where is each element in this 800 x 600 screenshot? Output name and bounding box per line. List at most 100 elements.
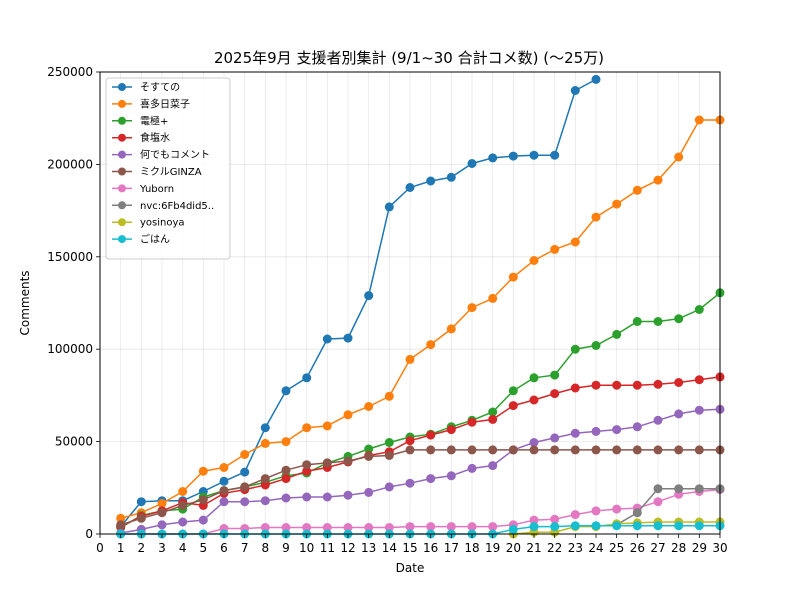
data-point [653,317,663,326]
data-point [632,317,642,326]
data-point [116,520,126,530]
data-point [694,445,704,455]
data-point [508,401,518,411]
data-point [591,426,601,436]
data-point [612,504,622,514]
legend-item: 喜多日菜子 [112,97,190,110]
data-point [302,523,312,532]
data-point [426,445,436,455]
data-point [550,370,560,380]
data-point [157,508,167,518]
data-point [653,445,663,455]
data-point [260,438,270,448]
x-tick-label: 3 [158,541,166,555]
data-point [488,293,498,303]
data-point [281,474,291,484]
data-point [364,523,374,532]
data-point [364,402,374,411]
x-tick-label: 16 [423,541,438,555]
series-2 [116,288,725,532]
legend-item: yosinoya [112,218,185,229]
legend-label: 食塩水 [140,131,170,144]
data-point [674,152,684,162]
data-point [302,373,312,383]
y-tick-label: 50000 [55,435,93,449]
data-point [694,305,704,314]
legend-swatch-marker [118,150,126,159]
x-tick-label: 8 [262,541,270,555]
x-tick-label: 19 [485,541,500,555]
x-tick-label: 4 [179,541,187,555]
data-point [178,487,188,496]
data-point [612,445,622,455]
data-point [550,389,560,399]
x-tick-label: 10 [299,541,314,555]
x-tick-label: 25 [609,541,624,555]
data-point [632,185,642,195]
chart-title: 2025年9月 支援者別集計 (9/1~30 合計コメ数) (〜25万) [214,49,604,67]
data-point [446,445,456,455]
data-point [343,456,353,466]
x-tick-label: 30 [712,541,727,555]
legend-swatch-marker [118,99,126,108]
data-point [570,86,580,95]
data-point [653,415,663,425]
data-point [322,334,332,344]
data-point [529,150,539,160]
y-tick-label: 150000 [47,250,93,264]
data-point [508,524,518,534]
data-point [384,438,394,447]
data-point [260,423,270,433]
data-point [508,445,518,455]
data-point [570,445,580,455]
data-point [219,486,229,496]
legend-label: Yuborn [139,184,174,195]
data-point [674,314,684,324]
legend-item: 何でもコメント [112,148,210,161]
x-tick-label: 13 [361,541,376,555]
data-point [446,324,456,334]
data-point [508,151,518,161]
data-point [260,496,270,506]
data-point [467,303,477,313]
x-tick-label: 20 [506,541,521,555]
data-point [178,517,188,527]
data-point [529,438,539,447]
legend-label: そすての [140,82,180,94]
y-tick-label: 250000 [47,65,93,79]
data-point [550,514,560,524]
data-point [591,380,601,390]
data-point [570,510,580,520]
data-point [343,523,353,532]
data-point [405,478,415,488]
data-point [240,467,250,477]
data-point [136,497,146,507]
data-point [529,515,539,525]
data-point [591,74,601,84]
data-point [467,522,477,532]
data-point [446,471,456,481]
data-point [612,521,622,531]
legend-swatch-marker [118,218,126,227]
data-point [364,487,374,497]
series-4 [116,404,725,538]
data-point [653,521,663,531]
legend-label: nvc:6Fb4did5.. [140,201,214,212]
data-point [632,422,642,432]
data-point [405,522,415,532]
data-point [446,425,456,435]
data-point [219,476,229,486]
series-5 [116,445,725,530]
x-tick-label: 11 [320,541,335,555]
data-point [281,437,291,447]
data-point [322,492,332,502]
data-point [570,237,580,247]
series-line [616,487,720,526]
data-point [240,497,250,507]
data-point [405,354,415,364]
data-point [529,395,539,405]
x-axis-label: Date [396,561,425,575]
data-point [364,451,374,461]
data-point [591,445,601,455]
data-point [281,523,291,532]
